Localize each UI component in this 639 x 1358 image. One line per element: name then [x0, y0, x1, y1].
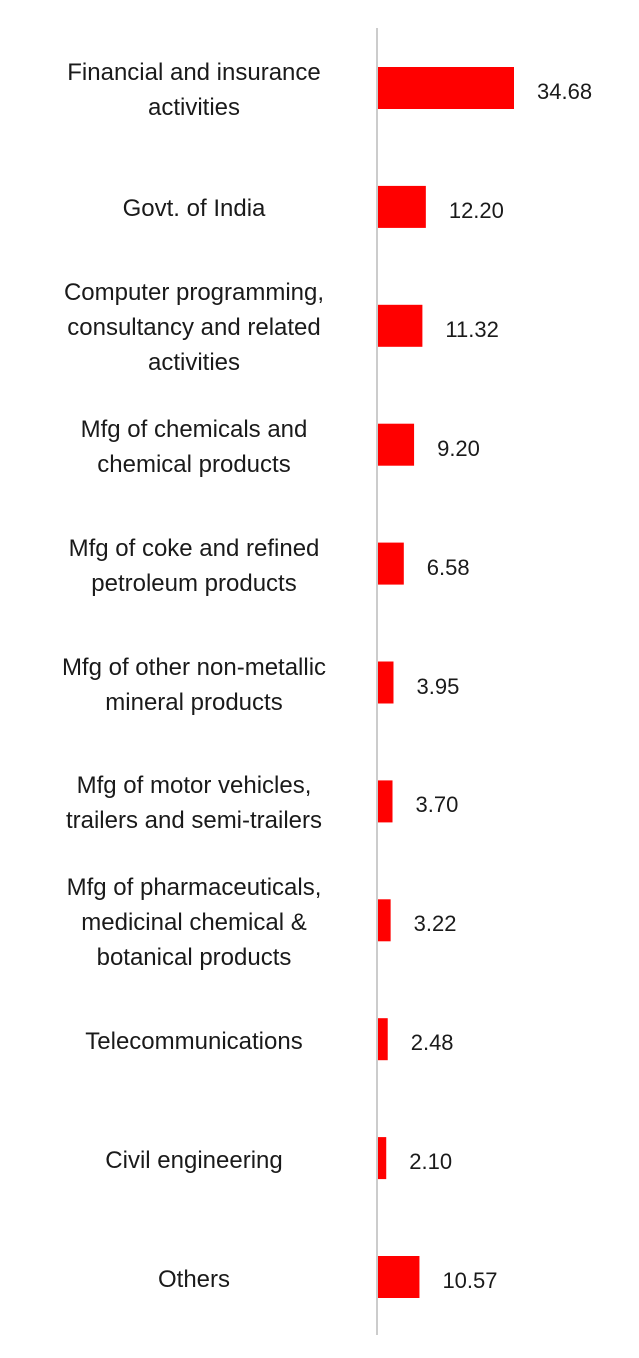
bar-10 [378, 1256, 420, 1298]
bar-2 [378, 304, 423, 347]
category-label-0: Financial and insurance activities [67, 59, 321, 121]
data-label-0: 34.68 [537, 79, 593, 104]
data-label-1: 12.20 [448, 197, 504, 223]
data-label-9: 2.10 [409, 1149, 453, 1175]
bar-0 [378, 67, 514, 109]
data-label-6: 3.70 [415, 792, 459, 818]
category-label-2: Computer programming, consultancy and rel… [63, 279, 325, 377]
bar-8 [378, 1018, 388, 1061]
bar-4 [378, 542, 404, 585]
data-label-3: 9.20 [437, 435, 480, 461]
category-label-6: Mfg of motor vehicles, trailers and semi-… [65, 772, 323, 835]
data-label-8: 2.48 [410, 1030, 454, 1056]
data-label-2: 11.32 [445, 316, 499, 342]
bar-9 [378, 1137, 387, 1180]
category-label-5: Mfg of other non-metallic mineral product… [61, 653, 327, 716]
data-label-7: 3.22 [413, 911, 457, 937]
bar-6 [378, 780, 393, 823]
data-label-10: 10.57 [442, 1268, 498, 1293]
category-label-8: Telecommunications [85, 1027, 303, 1055]
bar-1 [378, 185, 426, 228]
data-label-4: 6.58 [426, 554, 470, 580]
category-label-7: Mfg of pharmaceuticals, medicinal chemica… [66, 873, 322, 971]
bar-5 [378, 661, 394, 704]
category-label-1: Govt. of India [122, 195, 266, 223]
category-label-10: Others [157, 1265, 231, 1293]
bar-7 [378, 899, 391, 942]
category-label-4: Mfg of coke and refined petroleum product… [68, 534, 320, 597]
category-label-9: Civil engineering [105, 1146, 283, 1174]
data-label-5: 3.95 [416, 673, 460, 699]
category-label-3: Mfg of chemicals and chemical products [80, 415, 308, 478]
bar-3 [378, 423, 415, 466]
